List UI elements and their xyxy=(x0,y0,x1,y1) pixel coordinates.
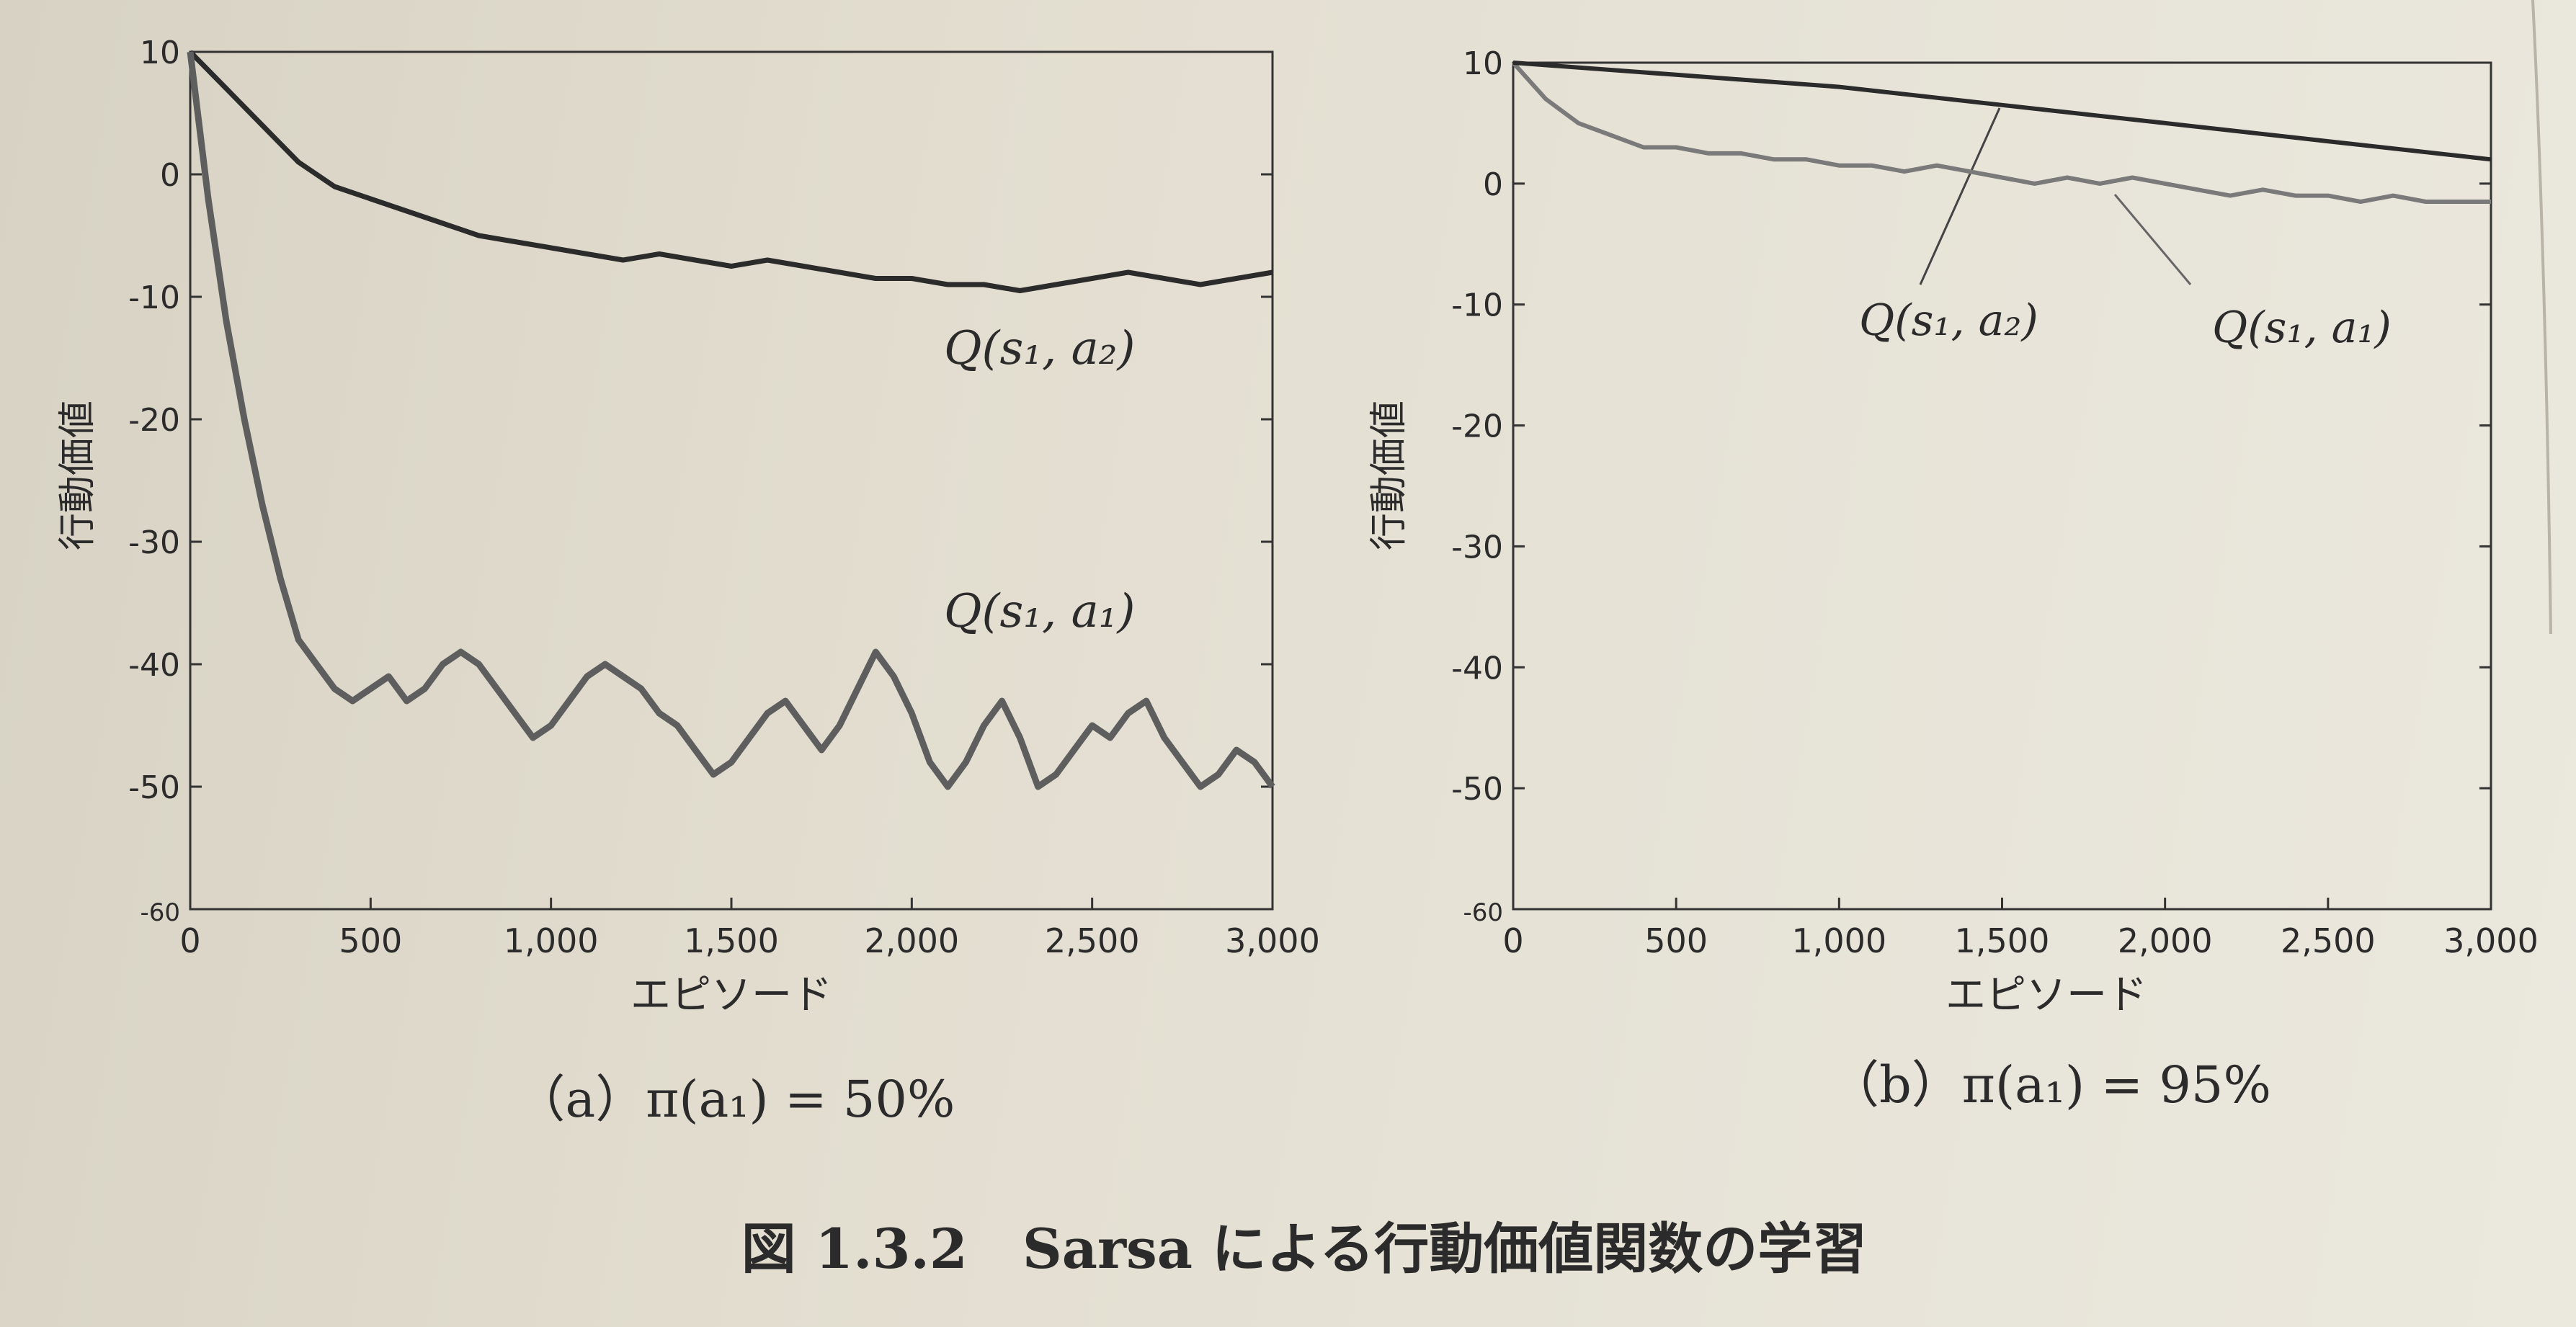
panel-b-y-tick-label: -20 xyxy=(1451,408,1503,445)
panel-b-plot-frame xyxy=(1512,61,2492,911)
panel-a-x-tick-label: 1,000 xyxy=(504,921,599,960)
panel-a-x-tick-label: 1,500 xyxy=(684,921,779,960)
panel-b-x-tick-label: 1,500 xyxy=(1955,921,2050,960)
panel-b-x-axis-label: エピソード xyxy=(1946,972,2147,1019)
panel-b-y-tick-label: -30 xyxy=(1451,529,1503,566)
page-edge-decoration xyxy=(2531,0,2552,635)
panel-b-series-q-s1-a2 xyxy=(1512,61,2492,162)
panel-a-x-tick-label: 500 xyxy=(339,921,402,960)
panel-b-x-tick-label: 500 xyxy=(1644,921,1708,960)
panel-a-series-q-s1-a1 xyxy=(187,51,1275,790)
panel-a-y-tick-label: -10 xyxy=(128,280,180,316)
panel-a-y-axis-label: 行動価値 xyxy=(56,401,99,550)
panel-a-x-tick-label: 0 xyxy=(179,921,200,960)
panel-b-x-tick-label: 2,000 xyxy=(2118,921,2213,960)
panel-b-annotation-q-a1: Q(s₁, a₁) xyxy=(2212,303,2392,353)
panel-a-x-tick-label: 2,000 xyxy=(864,921,959,960)
panel-b-y-axis-label: 行動価値 xyxy=(1368,401,1411,550)
panel-a-axis-ticks: 0 500 1,000 1,500 2,000 2,500 3,000 10 0 -10 -20 -3… xyxy=(128,35,1320,960)
panel-a-x-axis-label: エピソード xyxy=(630,972,832,1019)
panel-b-x-tick-label: 1,000 xyxy=(1791,921,1886,960)
panel-b-y-tick-label: 0 xyxy=(1483,166,1503,203)
panel-b-caption: （b）π(a₁) = 95% xyxy=(1829,1055,2271,1114)
panel-b-y-tick-label: 10 xyxy=(1463,45,1503,82)
panel-b-axis-ticks: 0 500 1,000 1,500 2,000 2,500 3,000 10 0 -10 -20 -3… xyxy=(1451,45,2539,960)
figure-caption: 図 1.3.2 Sarsa による行動価値関数の学習 xyxy=(741,1217,1867,1281)
panel-a-caption: （a）π(a₁) = 50% xyxy=(515,1070,955,1129)
panel-a-annotation-q-a2: Q(s₁, a₂) xyxy=(944,322,1135,375)
panel-b-chart: 0 500 1,000 1,500 2,000 2,500 3,000 10 0 -10 -20 -3… xyxy=(1368,45,2539,1114)
panel-b-annotation-q-a2: Q(s₁, a₂) xyxy=(1859,295,2038,346)
panel-a-y-tick-label: -20 xyxy=(128,402,180,439)
panel-a-annotation-q-a1: Q(s₁, a₁) xyxy=(944,585,1135,638)
panel-b-y-tick-label: -60 xyxy=(1463,898,1503,927)
panel-a-y-tick-label: -60 xyxy=(140,898,180,927)
panel-a-x-tick-label: 2,500 xyxy=(1045,921,1140,960)
panel-b-leader-q-a1 xyxy=(2113,194,2192,285)
panel-a-y-tick-label: 0 xyxy=(160,157,180,194)
panel-b-x-tick-label: 0 xyxy=(1502,921,1523,960)
panel-a-y-tick-label: -30 xyxy=(128,524,180,561)
panel-b-leader-q-a2 xyxy=(1919,107,2001,285)
panel-a-series-q-s1-a2 xyxy=(188,50,1273,293)
panel-a-x-tick-label: 3,000 xyxy=(1225,921,1320,960)
panel-a-chart: 0 500 1,000 1,500 2,000 2,500 3,000 10 0 -10 -20 -3… xyxy=(56,35,1320,1129)
panel-b-y-tick-label: -40 xyxy=(1451,650,1503,687)
panel-b-x-tick-label: 3,000 xyxy=(2443,921,2539,960)
panel-b-series-q-s1-a1 xyxy=(1511,61,2491,204)
panel-a-plot-frame xyxy=(189,50,1274,911)
panel-a-y-tick-label: 10 xyxy=(140,35,180,71)
panel-b-x-tick-label: 2,500 xyxy=(2281,921,2376,960)
panel-b-y-tick-label: -10 xyxy=(1451,287,1503,324)
panel-a-y-tick-label: -50 xyxy=(128,769,180,806)
panel-a-y-tick-label: -40 xyxy=(128,647,180,684)
panel-b-y-tick-label: -50 xyxy=(1451,771,1503,808)
